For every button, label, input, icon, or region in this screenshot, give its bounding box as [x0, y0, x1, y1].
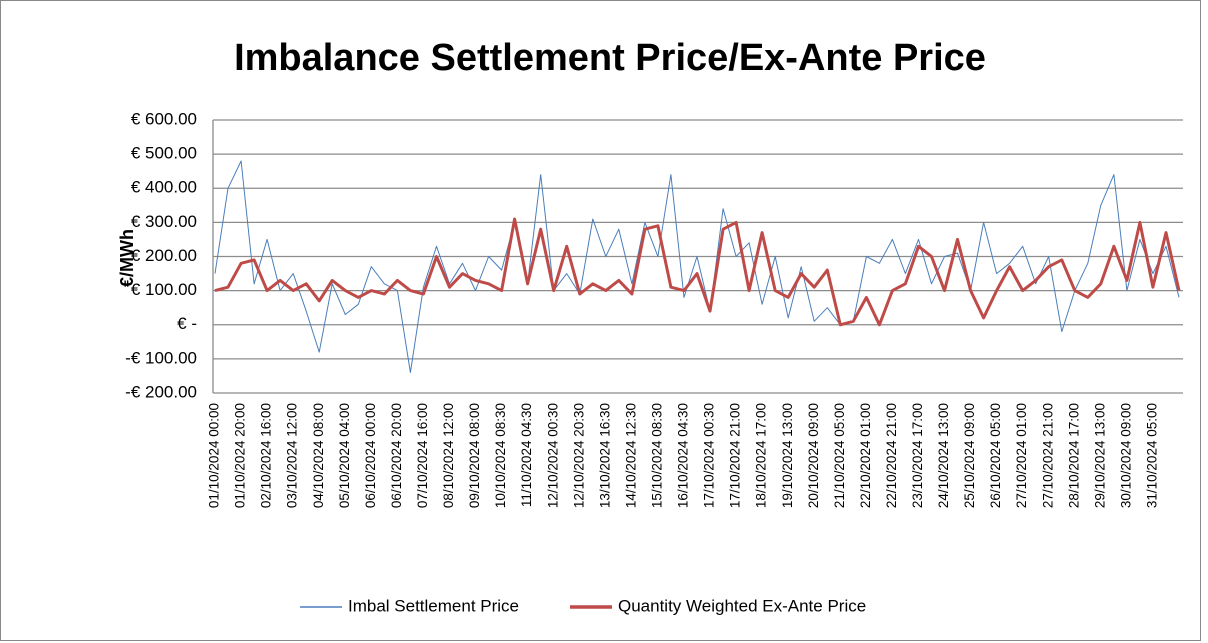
x-tick-label: 28/10/2024 17:00	[1066, 403, 1081, 508]
x-tick-label: 06/10/2024 00:00	[363, 403, 378, 508]
x-tick-label: 27/10/2024 01:00	[1014, 403, 1029, 508]
x-tick-label: 07/10/2024 16:00	[415, 403, 430, 508]
y-tick-label: -€ 100.00	[125, 348, 197, 367]
x-tick-label: 01/10/2024 00:00	[207, 403, 222, 508]
x-tick-label: 01/10/2024 20:00	[233, 403, 248, 508]
series-line	[214, 160, 1180, 373]
x-tick-label: 21/10/2024 05:00	[832, 403, 847, 508]
x-tick-label: 09/10/2024 08:00	[467, 403, 482, 508]
y-tick-label: € 600.00	[131, 109, 197, 128]
x-tick-label: 12/10/2024 20:30	[571, 403, 586, 508]
x-tick-label: 10/10/2024 08:30	[493, 403, 508, 508]
y-tick-label: € 500.00	[131, 144, 197, 163]
x-tick-label: 22/10/2024 01:00	[858, 403, 873, 508]
x-tick-label: 18/10/2024 17:00	[754, 403, 769, 508]
x-tick-label: 08/10/2024 12:00	[441, 403, 456, 508]
x-tick-label: 16/10/2024 04:30	[676, 403, 691, 508]
legend-label: Quantity Weighted Ex-Ante Price	[618, 596, 866, 615]
y-tick-label: -€ 200.00	[125, 382, 197, 401]
x-tick-label: 05/10/2024 04:00	[337, 403, 352, 508]
x-tick-label: 06/10/2024 20:00	[389, 403, 404, 508]
x-tick-label: 11/10/2024 04:30	[519, 403, 534, 507]
y-tick-label: € 200.00	[131, 246, 197, 265]
x-tick-label: 13/10/2024 16:30	[597, 403, 612, 508]
y-axis-label: €/MWh	[117, 229, 137, 287]
y-tick-label: € -	[177, 314, 197, 333]
y-tick-label: € 300.00	[131, 212, 197, 231]
x-tick-label: 22/10/2024 21:00	[884, 403, 899, 508]
x-tick-label: 27/10/2024 21:00	[1040, 403, 1055, 508]
series-line	[214, 217, 1181, 327]
x-tick-label: 15/10/2024 08:30	[649, 403, 664, 508]
y-tick-label: € 100.00	[131, 280, 197, 299]
chart-title: Imbalance Settlement Price/Ex-Ante Price	[234, 37, 986, 79]
x-tick-label: 17/10/2024 21:00	[728, 403, 743, 508]
x-tick-label: 17/10/2024 00:30	[702, 403, 717, 508]
x-tick-label: 23/10/2024 17:00	[910, 403, 925, 508]
x-tick-label: 24/10/2024 13:00	[936, 403, 951, 508]
x-tick-label: 26/10/2024 05:00	[988, 403, 1003, 508]
x-tick-label: 14/10/2024 12:30	[623, 403, 638, 508]
x-tick-label: 29/10/2024 13:00	[1092, 403, 1107, 508]
x-tick-label: 04/10/2024 08:00	[311, 403, 326, 508]
y-tick-label: € 400.00	[131, 178, 197, 197]
x-tick-label: 02/10/2024 16:00	[259, 403, 274, 508]
x-tick-label: 31/10/2024 05:00	[1145, 403, 1160, 508]
x-tick-label: 19/10/2024 13:00	[780, 403, 795, 508]
x-tick-label: 30/10/2024 09:00	[1118, 403, 1133, 508]
x-tick-label: 03/10/2024 12:00	[285, 403, 300, 508]
x-tick-label: 25/10/2024 09:00	[962, 403, 977, 508]
x-tick-label: 12/10/2024 00:30	[545, 403, 560, 508]
legend-label: Imbal Settlement Price	[348, 596, 519, 615]
x-tick-label: 20/10/2024 09:00	[806, 403, 821, 508]
